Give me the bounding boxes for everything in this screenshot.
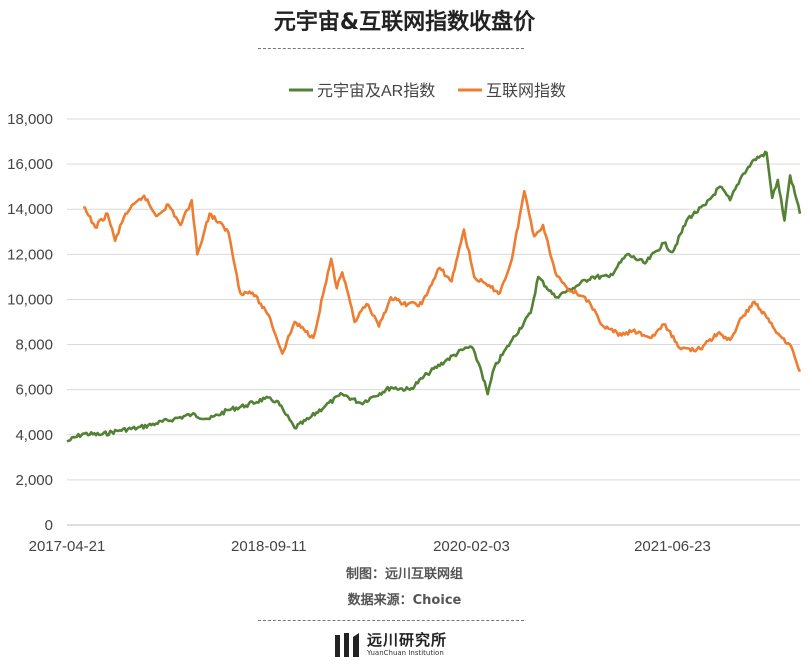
logo-name-cn: 远川研究所	[367, 631, 448, 649]
series-line-1	[66, 150, 802, 443]
logo-name-en: YuanChuan Institution	[367, 649, 444, 657]
y-tick-label: 0	[45, 517, 53, 534]
line-chart: 元宇宙及AR指数 互联网指数 0 2,000 4,000 6,000 8,000 10,00…	[7, 82, 802, 555]
logo-mark-icon	[335, 633, 359, 657]
y-tick-label: 8,000	[15, 337, 53, 354]
y-tick-label: 6,000	[15, 382, 53, 399]
chart-legend: 元宇宙及AR指数 互联网指数	[289, 82, 566, 100]
y-tick-label: 16,000	[7, 156, 53, 173]
legend-label: 元宇宙及AR指数	[317, 82, 435, 100]
legend-label: 互联网指数	[486, 82, 566, 100]
y-tick-label: 2,000	[15, 472, 53, 489]
data-source: 数据来源：Choice	[347, 593, 462, 608]
title-divider	[258, 48, 524, 49]
y-tick-label: 10,000	[7, 291, 53, 308]
x-tick-label: 2020-02-03	[433, 538, 510, 555]
grid-lines	[67, 118, 800, 526]
institution-logo: 远川研究所 YuanChuan Institution	[333, 630, 447, 660]
x-tick-label: 2021-06-23	[634, 538, 711, 555]
footer-divider	[258, 620, 524, 621]
y-tick-label: 12,000	[7, 246, 53, 263]
x-tick-label: 2018-09-11	[231, 538, 307, 555]
y-tick-label: 4,000	[15, 427, 53, 444]
chart-maker-credit: 制图：远川互联网组	[345, 567, 463, 582]
series-lines	[66, 150, 802, 443]
chart-title: 元宇宙&互联网指数收盘价	[273, 10, 536, 35]
y-tick-label: 18,000	[7, 111, 53, 128]
x-tick-label: 2017-04-21	[29, 538, 106, 555]
series-line-2	[82, 189, 802, 373]
y-tick-label: 14,000	[7, 201, 53, 218]
y-axis: 0 2,000 4,000 6,000 8,000 10,000 12,000 14,000 1…	[7, 111, 53, 534]
x-axis: 2017-04-21 2018-09-11 2020-02-03 2021-06-23	[29, 538, 711, 555]
